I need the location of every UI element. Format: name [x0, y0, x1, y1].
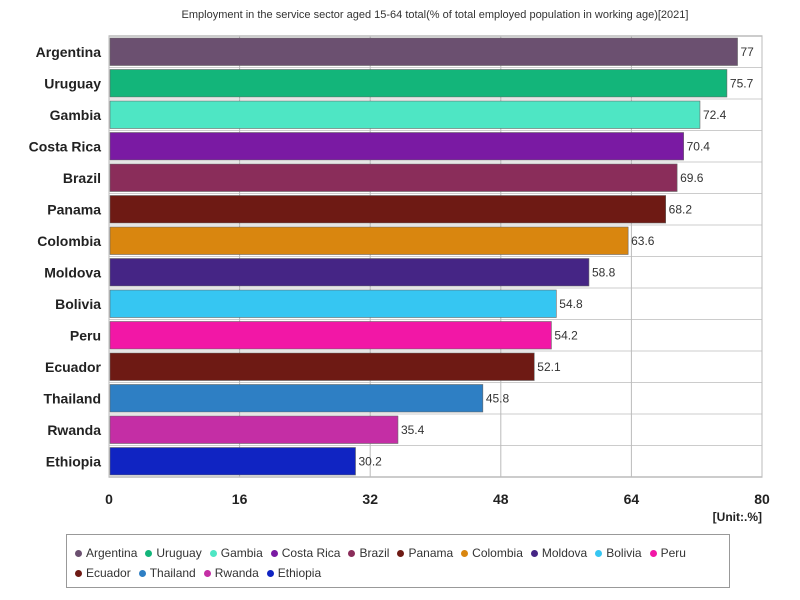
- legend: Argentina Uruguay Gambia Costa Rica Brazil Pa…: [66, 534, 730, 588]
- legend-item[interactable]: Bolivia: [595, 543, 642, 563]
- legend-label: Bolivia: [606, 546, 642, 560]
- category-label: Brazil: [63, 170, 101, 186]
- legend-item[interactable]: Thailand: [138, 563, 196, 583]
- legend-marker-icon: [397, 549, 405, 557]
- legend-label: Panama: [408, 546, 454, 560]
- legend-marker-icon: [138, 569, 146, 577]
- legend-marker-icon: [649, 549, 657, 557]
- category-label: Thailand: [43, 390, 101, 406]
- legend-item[interactable]: Rwanda: [203, 563, 259, 583]
- value-label: 77: [741, 45, 755, 59]
- legend-marker-icon: [530, 549, 538, 557]
- legend-label: Brazil: [359, 546, 390, 560]
- legend-label: Ethiopia: [277, 566, 322, 580]
- legend-marker-icon: [203, 569, 211, 577]
- x-tick-label: 0: [105, 491, 113, 507]
- legend-item[interactable]: Colombia: [461, 543, 523, 563]
- legend-item[interactable]: Costa Rica: [270, 543, 341, 563]
- legend-label: Ecuador: [86, 566, 131, 580]
- category-label: Costa Rica: [29, 138, 102, 154]
- legend-marker-icon: [209, 549, 217, 557]
- bars: [109, 37, 738, 476]
- legend-marker-icon: [595, 549, 603, 557]
- legend-label: Argentina: [86, 546, 138, 560]
- legend-label: Gambia: [220, 546, 263, 560]
- bar-uruguay: [109, 69, 728, 98]
- legend-item[interactable]: Moldova: [530, 543, 588, 563]
- value-label: 69.6: [680, 171, 704, 185]
- value-label: 45.8: [486, 391, 510, 405]
- category-label: Rwanda: [47, 422, 101, 438]
- bar-argentina: [109, 37, 738, 66]
- value-label: 52.1: [537, 360, 561, 374]
- value-label: 63.6: [631, 234, 655, 248]
- category-label: Ethiopia: [46, 453, 101, 469]
- value-label: 30.2: [359, 454, 383, 468]
- value-label: 72.4: [703, 108, 727, 122]
- legend-item[interactable]: Argentina: [75, 543, 137, 563]
- value-label: 75.7: [730, 76, 754, 90]
- x-tick-label: 16: [232, 491, 248, 507]
- legend-label: Colombia: [472, 546, 523, 560]
- category-label: Uruguay: [44, 75, 101, 91]
- x-tick-label: 80: [754, 491, 770, 507]
- category-label: Argentina: [36, 44, 102, 60]
- value-label: 54.2: [554, 328, 578, 342]
- x-tick-label: 48: [493, 491, 509, 507]
- category-label: Bolivia: [55, 296, 101, 312]
- bar-ecuador: [109, 352, 535, 381]
- bar-peru: [109, 321, 552, 350]
- x-tick-label: 32: [362, 491, 378, 507]
- bar-costa-rica: [109, 132, 684, 161]
- legend-label: Thailand: [149, 566, 196, 580]
- bar-moldova: [109, 258, 590, 287]
- category-label: Colombia: [37, 233, 101, 249]
- legend-marker-icon: [266, 569, 274, 577]
- bar-panama: [109, 195, 666, 224]
- legend-label: Rwanda: [214, 566, 259, 580]
- value-label: 35.4: [401, 423, 425, 437]
- legend-marker-icon: [145, 549, 153, 557]
- value-label: 68.2: [669, 202, 693, 216]
- bar-gambia: [109, 100, 701, 129]
- legend-item[interactable]: Ethiopia: [266, 563, 322, 583]
- value-label: 58.8: [592, 265, 616, 279]
- bar-brazil: [109, 163, 678, 192]
- legend-label: Peru: [660, 546, 686, 560]
- legend-label: Moldova: [541, 546, 588, 560]
- bar-rwanda: [109, 415, 399, 444]
- legend-marker-icon: [348, 549, 356, 557]
- category-label: Gambia: [50, 107, 102, 123]
- legend-marker-icon: [270, 549, 278, 557]
- x-tick-label: 64: [624, 491, 640, 507]
- bar-ethiopia: [109, 447, 356, 476]
- category-label: Moldova: [44, 264, 101, 280]
- legend-item[interactable]: Panama: [397, 543, 453, 563]
- bar-bolivia: [109, 289, 557, 318]
- category-label: Ecuador: [45, 359, 102, 375]
- unit-label: [Unit:.%]: [712, 510, 762, 524]
- value-label: 54.8: [559, 297, 583, 311]
- legend-marker-icon: [461, 549, 469, 557]
- axes: 0 16 32 48 64 80 Argentina 77 Uruguay 75.7 Gambia 7…: [29, 44, 770, 507]
- category-label: Panama: [47, 201, 101, 217]
- legend-marker-icon: [75, 569, 82, 577]
- chart-title: Employment in the service sector aged 15…: [181, 9, 689, 21]
- legend-item[interactable]: Uruguay: [145, 543, 202, 563]
- bar-thailand: [109, 384, 484, 413]
- legend-marker-icon: [75, 549, 82, 557]
- legend-item[interactable]: Brazil: [348, 543, 389, 563]
- legend-item[interactable]: Ecuador: [75, 563, 131, 583]
- legend-item[interactable]: Gambia: [209, 543, 263, 563]
- value-label: 70.4: [687, 139, 711, 153]
- legend-label: Uruguay: [156, 546, 202, 560]
- legend-item[interactable]: Peru: [649, 543, 686, 563]
- category-label: Peru: [70, 327, 101, 343]
- bar-colombia: [109, 226, 629, 255]
- legend-label: Costa Rica: [281, 546, 341, 560]
